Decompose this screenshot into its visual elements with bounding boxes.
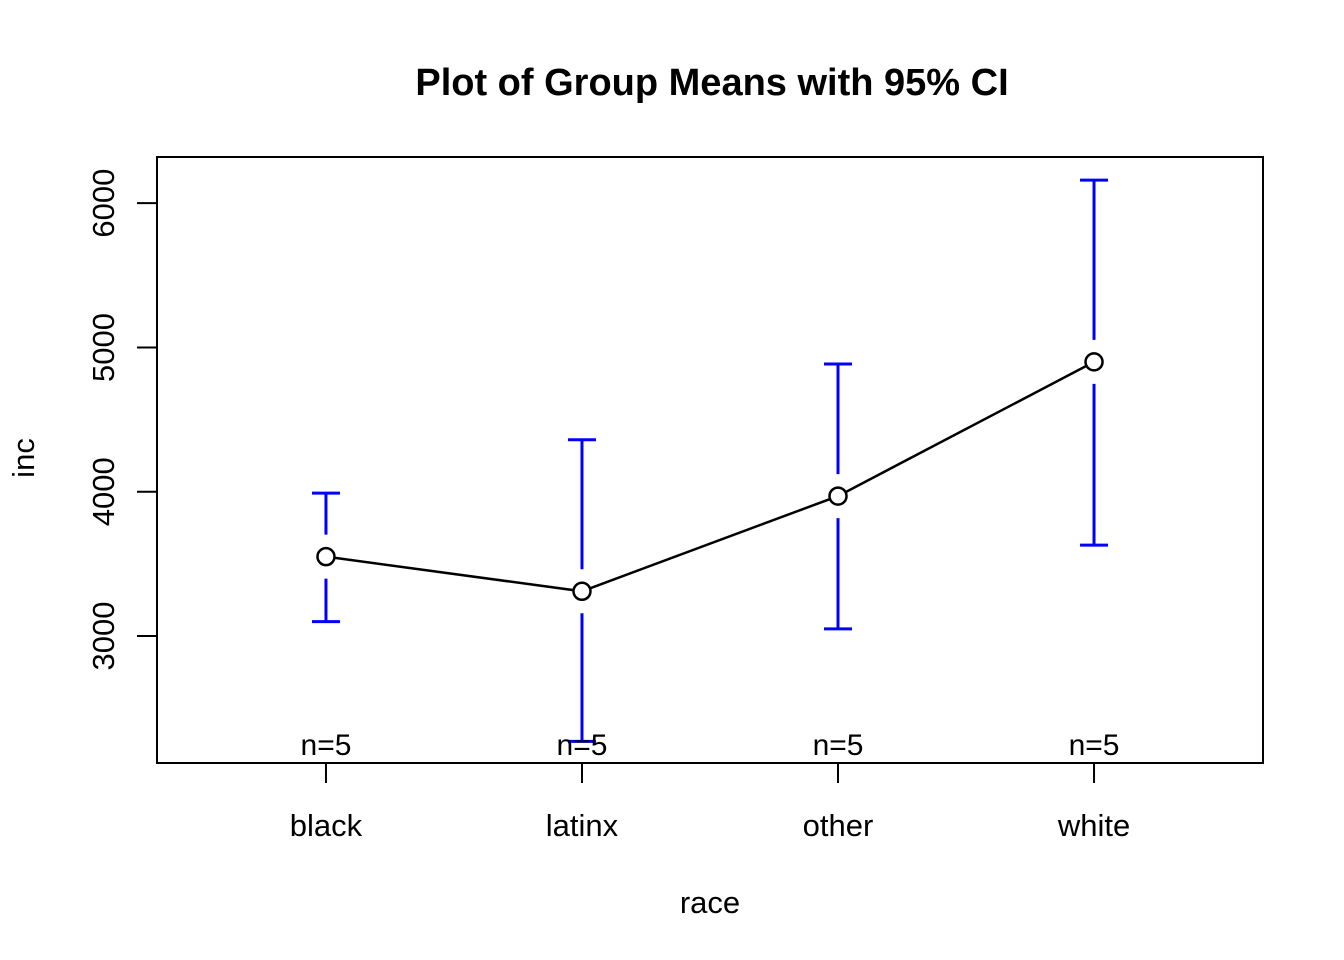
mean-line-path (325, 360, 1095, 593)
n-labels: n=5 n=5 n=5 n=5 (301, 729, 1120, 762)
y-tick-label: 5000 (86, 313, 121, 382)
chart-title: Plot of Group Means with 95% CI (415, 62, 1008, 104)
plot-box (156, 156, 1264, 764)
mean-points (316, 352, 1104, 602)
mean-point (572, 581, 592, 602)
n-label: n=5 (557, 729, 608, 762)
n-label: n=5 (1069, 729, 1120, 762)
y-tick-label: 3000 (86, 602, 121, 671)
n-label: n=5 (813, 729, 864, 762)
x-tick-label: latinx (546, 808, 619, 843)
x-tick-label: black (290, 808, 363, 843)
x-axis: black latinx other white (290, 763, 1130, 843)
y-tick-label: 6000 (86, 169, 121, 238)
x-tick-label: other (803, 808, 874, 843)
mean-point (316, 546, 336, 567)
mean-point (1084, 352, 1104, 372)
n-label: n=5 (301, 729, 352, 762)
y-axis-title: inc (6, 438, 41, 478)
x-axis-title: race (680, 885, 740, 920)
mean-line (325, 360, 1095, 593)
x-tick-label: white (1057, 808, 1130, 843)
mean-point (828, 486, 848, 506)
y-tick-label: 4000 (86, 457, 121, 526)
y-axis: 3000 4000 5000 6000 (86, 169, 157, 671)
error-bars (311, 178, 1109, 743)
